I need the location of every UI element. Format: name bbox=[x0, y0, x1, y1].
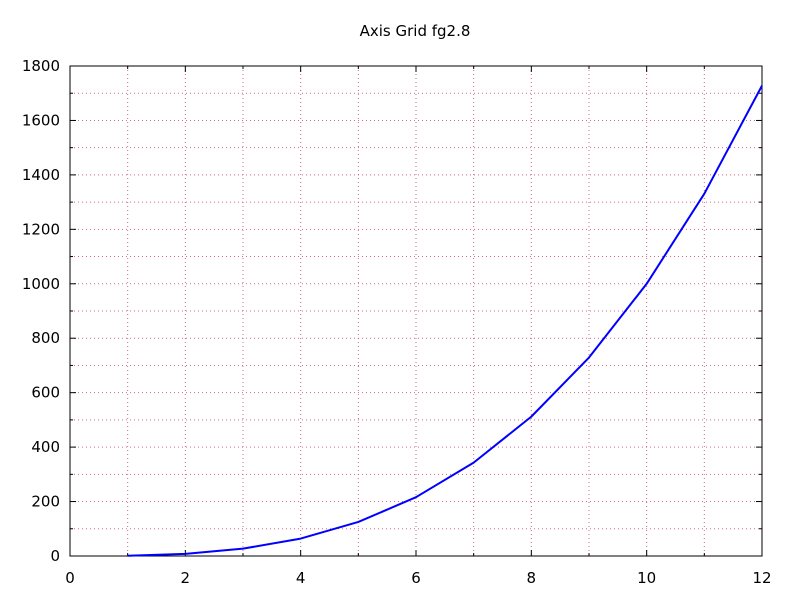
y-tick-label: 1800 bbox=[22, 57, 60, 75]
chart-title: Axis Grid fg2.8 bbox=[359, 22, 471, 40]
y-tick-label: 0 bbox=[50, 547, 60, 565]
series-line bbox=[127, 85, 763, 557]
y-tick-label: 1000 bbox=[22, 275, 60, 293]
y-tick-label: 400 bbox=[31, 438, 60, 456]
series-layer bbox=[127, 85, 763, 557]
y-tick-label: 800 bbox=[31, 329, 60, 347]
axes-layer bbox=[69, 65, 763, 557]
y-tick-label: 1400 bbox=[22, 166, 60, 184]
x-tick-label: 4 bbox=[296, 569, 306, 587]
x-tick-label: 8 bbox=[527, 569, 537, 587]
x-tick-label: 6 bbox=[411, 569, 421, 587]
x-tick-label: 10 bbox=[637, 569, 656, 587]
x-tick-label: 0 bbox=[65, 569, 75, 587]
y-tick-label: 1600 bbox=[22, 111, 60, 129]
x-tick-label: 2 bbox=[181, 569, 191, 587]
y-tick-label: 600 bbox=[31, 384, 60, 402]
y-tick-label: 200 bbox=[31, 493, 60, 511]
grid-layer bbox=[70, 66, 762, 556]
y-tick-label: 1200 bbox=[22, 220, 60, 238]
x-tick-label: 12 bbox=[752, 569, 771, 587]
tick-layer: 0 2 4 6 8 10 12 0 200 400 600 800 1000 1200 1400 1600 18… bbox=[22, 57, 772, 587]
